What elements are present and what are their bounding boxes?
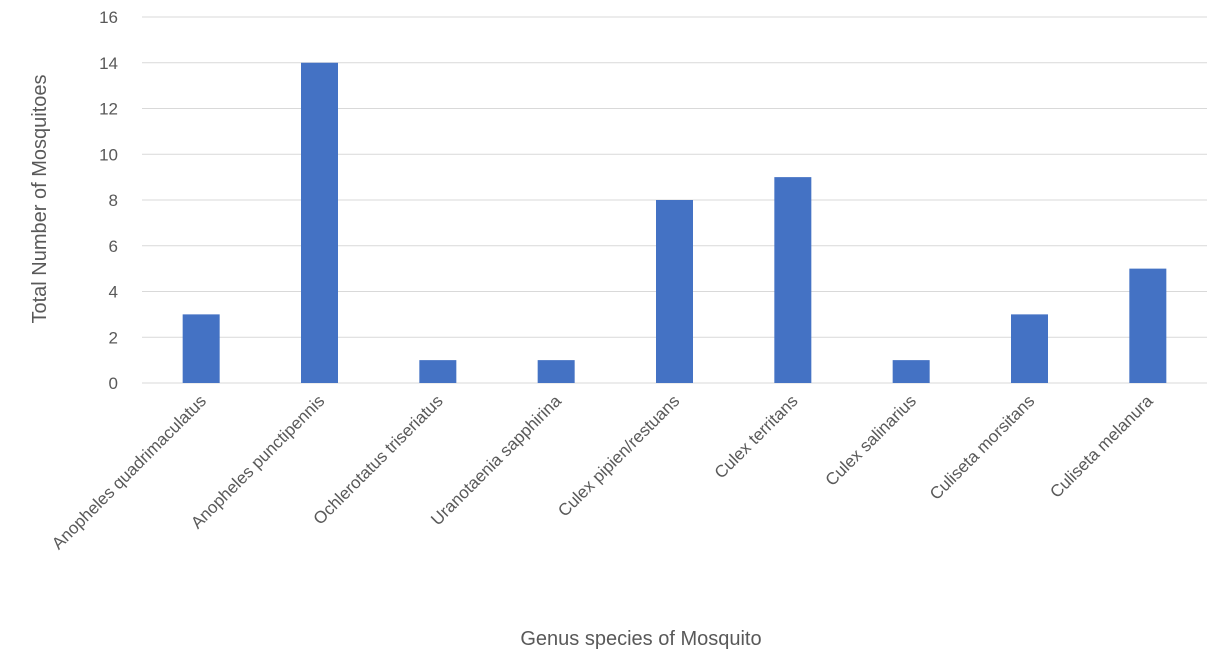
y-tick-label: 6	[109, 237, 118, 256]
bars	[182, 62, 1167, 383]
bar	[774, 177, 812, 383]
y-tick-label: 16	[99, 8, 118, 27]
y-tick-label: 4	[109, 283, 118, 302]
x-tick-label: Uranotaenia sapphirina	[427, 391, 565, 529]
y-axis-ticks: 0 2 4 6 8 10 12 14 16	[99, 8, 118, 393]
bar	[1011, 314, 1048, 383]
x-tick-label: Culex salinarius	[822, 391, 920, 489]
y-tick-label: 2	[109, 328, 118, 347]
x-tick-label: Anopheles quadrimaculatus	[48, 391, 210, 553]
bar	[537, 360, 575, 383]
y-tick-label: 12	[99, 100, 118, 119]
bar	[182, 314, 220, 383]
bar	[301, 62, 338, 383]
bar	[656, 200, 693, 383]
bar	[419, 360, 457, 383]
y-tick-label: 8	[109, 191, 118, 210]
y-tick-label: 14	[99, 54, 118, 73]
x-tick-label: Culiseta melanura	[1046, 391, 1157, 502]
x-tick-label: Culex pipien/restuans	[554, 391, 683, 520]
x-tick-label: Culiseta morsitans	[926, 391, 1038, 503]
x-tick-label: Anopheles punctipennis	[187, 391, 328, 532]
bar	[892, 360, 930, 383]
x-tick-label: Ochlerotatus triseriatus	[310, 391, 447, 528]
x-tick-label: Culex territans	[711, 391, 802, 482]
y-axis-title: Total Number of Mosquitoes	[29, 74, 51, 323]
x-axis-title: Genus species of Mosquito	[520, 628, 761, 650]
y-tick-label: 0	[109, 374, 118, 393]
y-tick-label: 10	[99, 145, 118, 164]
bar	[1129, 268, 1167, 383]
